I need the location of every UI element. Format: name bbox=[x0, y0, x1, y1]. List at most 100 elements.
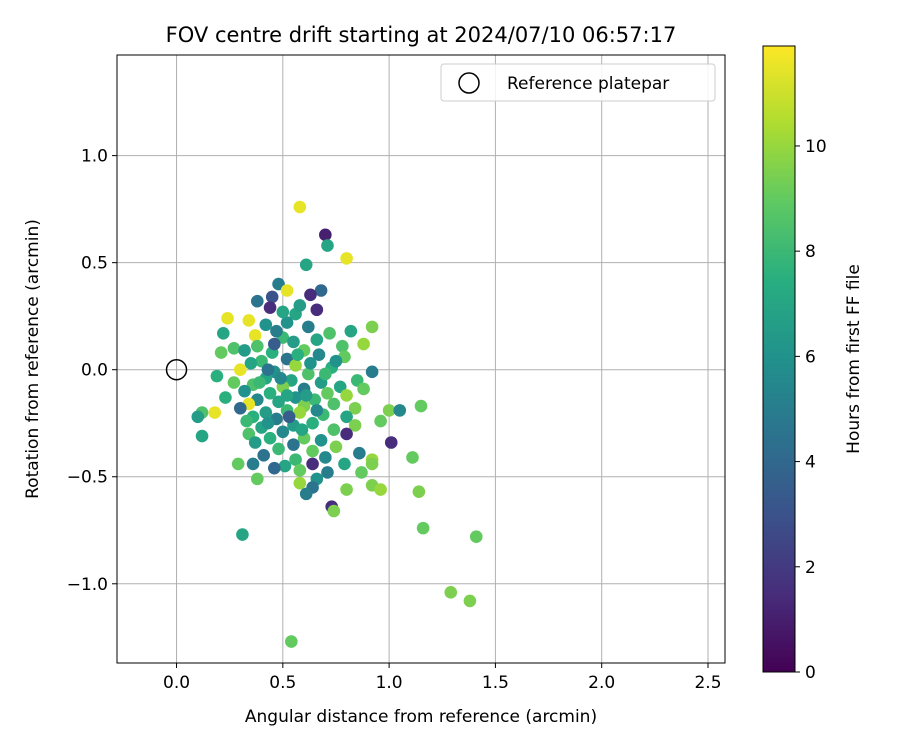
data-point bbox=[238, 344, 251, 357]
data-point bbox=[304, 288, 317, 302]
data-point bbox=[374, 483, 387, 496]
data-point bbox=[231, 457, 245, 471]
data-point bbox=[350, 374, 364, 387]
data-point bbox=[293, 476, 307, 490]
y-axis-label: Rotation from reference (arcmin) bbox=[23, 219, 43, 499]
data-point bbox=[251, 472, 264, 486]
y-tick-label: 0.0 bbox=[81, 361, 108, 381]
data-point bbox=[312, 348, 326, 362]
data-point bbox=[314, 434, 328, 447]
x-tick-label: 0.0 bbox=[163, 673, 190, 693]
data-point bbox=[287, 335, 300, 349]
data-point bbox=[214, 346, 228, 359]
data-point bbox=[238, 384, 251, 398]
data-point bbox=[248, 329, 262, 342]
data-point bbox=[310, 333, 324, 347]
data-point bbox=[384, 436, 398, 449]
data-point bbox=[195, 429, 209, 443]
data-point bbox=[261, 416, 275, 430]
data-points bbox=[165, 200, 483, 648]
data-point bbox=[365, 365, 379, 379]
colorbar-tick-label: 10 bbox=[805, 137, 827, 157]
data-point bbox=[270, 324, 283, 338]
data-point bbox=[263, 386, 277, 400]
data-point bbox=[282, 410, 296, 424]
data-point bbox=[406, 451, 419, 464]
y-tick-label: −0.5 bbox=[67, 468, 108, 488]
data-point bbox=[355, 466, 368, 479]
data-point bbox=[299, 487, 313, 501]
data-point bbox=[357, 382, 370, 396]
plot-frame bbox=[116, 54, 726, 664]
data-point bbox=[469, 530, 483, 543]
data-point bbox=[246, 457, 260, 471]
data-point bbox=[299, 389, 313, 402]
data-point bbox=[344, 324, 358, 338]
data-point bbox=[314, 284, 328, 297]
chart-title: FOV centre drift starting at 2024/07/10 … bbox=[166, 23, 677, 47]
legend-label: Reference platepar bbox=[507, 74, 669, 94]
legend-marker-open-circle-icon bbox=[458, 72, 480, 94]
data-point bbox=[255, 354, 268, 368]
colorbar-ticks: 0 2 4 6 8 10 bbox=[795, 137, 827, 683]
data-point bbox=[382, 404, 396, 417]
data-point bbox=[268, 461, 281, 475]
data-point bbox=[393, 404, 407, 417]
y-tick-label: 1.0 bbox=[81, 147, 108, 167]
data-point bbox=[248, 436, 262, 449]
data-point bbox=[374, 414, 387, 428]
reference-platepar-marker bbox=[165, 358, 188, 381]
data-point bbox=[353, 446, 366, 460]
data-point bbox=[289, 453, 302, 466]
data-point bbox=[299, 258, 313, 272]
data-point bbox=[306, 416, 319, 430]
data-point bbox=[291, 348, 304, 362]
x-axis-ticks: 0.0 0.5 1.0 1.5 2.0 2.5 bbox=[163, 663, 722, 693]
data-point bbox=[216, 327, 230, 340]
data-point bbox=[336, 339, 349, 353]
colorbar-tick-label: 6 bbox=[805, 347, 816, 367]
data-point bbox=[263, 431, 277, 445]
data-point bbox=[327, 397, 341, 411]
x-axis-label: Angular distance from reference (arcmin) bbox=[245, 707, 597, 727]
data-point bbox=[293, 299, 307, 312]
data-point bbox=[323, 327, 336, 340]
data-point bbox=[295, 423, 309, 436]
data-point bbox=[463, 594, 477, 608]
data-point bbox=[329, 354, 343, 368]
y-axis-ticks: −1.0 −0.5 0.0 0.5 1.0 bbox=[67, 147, 117, 595]
data-point bbox=[234, 401, 247, 415]
x-tick-label: 1.0 bbox=[376, 673, 403, 693]
data-point bbox=[276, 425, 290, 439]
x-tick-label: 0.5 bbox=[269, 673, 296, 693]
colorbar-tick-label: 0 bbox=[805, 663, 816, 683]
x-tick-label: 2.0 bbox=[588, 673, 615, 693]
x-tick-label: 2.5 bbox=[694, 673, 721, 693]
colorbar-gradient bbox=[762, 45, 796, 673]
data-point bbox=[306, 457, 319, 471]
data-point bbox=[321, 386, 334, 400]
data-point bbox=[257, 449, 270, 462]
data-point bbox=[251, 294, 264, 308]
data-point bbox=[251, 339, 264, 353]
data-point bbox=[244, 356, 258, 370]
data-point bbox=[268, 337, 281, 351]
data-point bbox=[365, 457, 379, 471]
data-point bbox=[221, 312, 234, 325]
data-point bbox=[302, 320, 315, 334]
data-point bbox=[280, 316, 294, 329]
data-point bbox=[338, 457, 351, 471]
data-point bbox=[329, 440, 343, 454]
data-point bbox=[280, 389, 294, 402]
data-point bbox=[265, 290, 279, 304]
data-point bbox=[274, 371, 287, 385]
data-point bbox=[365, 320, 379, 334]
data-point bbox=[208, 406, 222, 419]
data-point bbox=[327, 423, 341, 436]
data-point bbox=[304, 356, 317, 370]
data-point bbox=[319, 367, 332, 381]
x-tick-label: 1.5 bbox=[482, 673, 509, 693]
data-point bbox=[287, 438, 300, 451]
